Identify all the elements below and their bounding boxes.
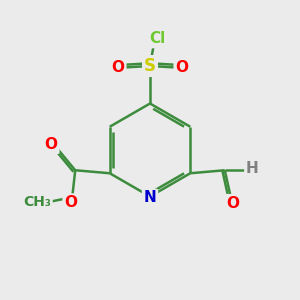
- Text: O: O: [112, 60, 125, 75]
- Text: O: O: [175, 60, 188, 75]
- Text: O: O: [226, 196, 239, 211]
- Text: CH₃: CH₃: [23, 195, 51, 209]
- Text: O: O: [64, 195, 77, 210]
- Text: S: S: [144, 57, 156, 75]
- Text: O: O: [45, 137, 58, 152]
- Text: H: H: [246, 161, 259, 176]
- Text: Cl: Cl: [149, 32, 165, 46]
- Text: N: N: [144, 190, 156, 206]
